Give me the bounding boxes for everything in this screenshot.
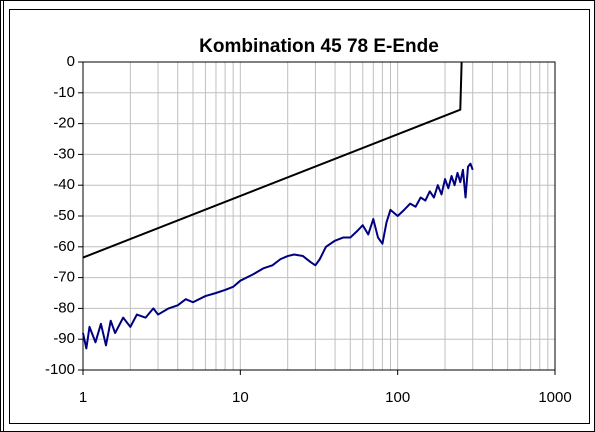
y-tick-label: 0 [67,53,75,70]
y-tick-label: -100 [45,361,75,378]
plot-border [82,61,556,371]
y-tick-label: -80 [53,299,75,316]
y-tick-label: -30 [53,145,75,162]
x-tick-label: 1 [79,389,87,406]
x-tick-label: 100 [385,389,410,406]
y-tick-label: -40 [53,176,75,193]
chart-title: Kombination 45 78 E-Ende [199,36,439,57]
y-tick-label: -70 [53,269,75,286]
y-tick-label: -60 [53,238,75,255]
y-tick-label: -50 [53,207,75,224]
data-line [82,61,463,259]
y-tick-label: -90 [53,330,75,347]
data-line [82,162,474,350]
y-tick-label: -10 [53,84,75,101]
x-tick-label: 1000 [538,389,571,406]
y-tick-label: -20 [53,115,75,132]
x-tick-label: 10 [232,389,249,406]
